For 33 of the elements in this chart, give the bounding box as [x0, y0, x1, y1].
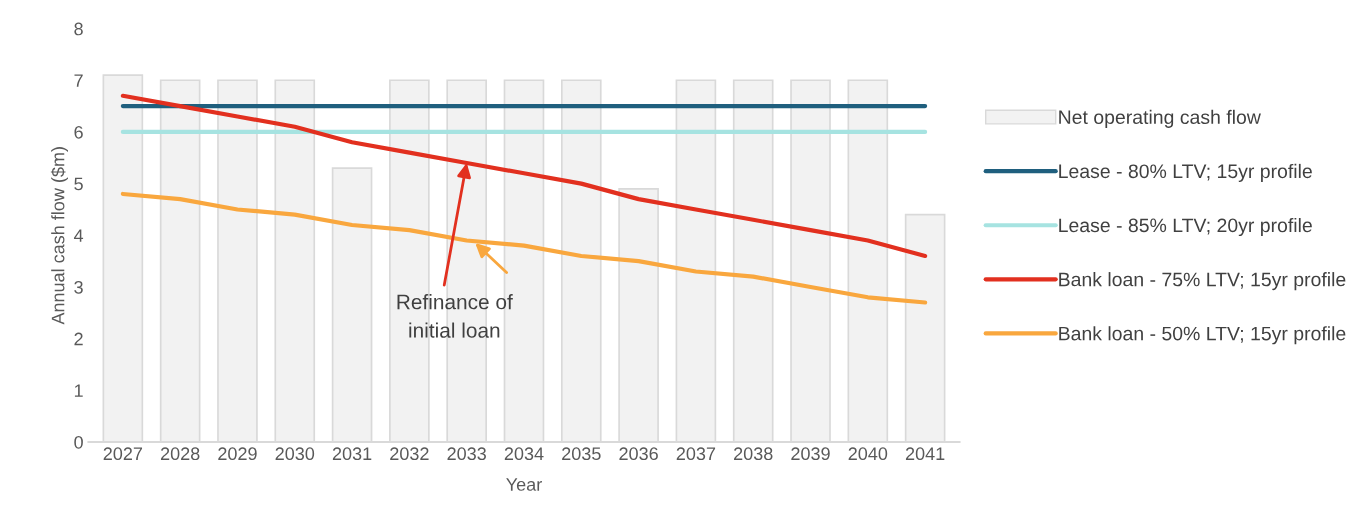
legend-label: Lease - 80% LTV; 15yr profile	[1059, 163, 1312, 182]
y-tick-label: 3	[74, 280, 83, 294]
y-tick-label: 4	[73, 229, 84, 242]
x-tick-label: 2039	[791, 447, 830, 461]
x-tick-label: 2038	[734, 447, 773, 461]
x-tick-label: 2027	[103, 447, 143, 461]
x-tick-label: 2029	[218, 447, 257, 461]
line-series	[120, 93, 928, 259]
x-tick-label: 2031	[332, 447, 372, 461]
y-tick-label: 5	[74, 177, 83, 191]
y-tick-label: 0	[74, 435, 83, 449]
x-tick-label: 2028	[160, 447, 200, 461]
y-axis-title: Annual cash flow ($m)	[50, 147, 68, 325]
x-tick-label: 2040	[848, 447, 888, 461]
x-tick-label: 2034	[504, 447, 544, 461]
y-tick-label: 2	[74, 332, 83, 346]
legend-label: Lease - 85% LTV; 20yr profile	[1059, 217, 1312, 237]
y-tick-label: 8	[74, 22, 83, 36]
y-tick-label: 7	[74, 74, 83, 87]
y-tick-label: 1	[74, 384, 83, 397]
y-tick-label: 6	[74, 125, 83, 139]
x-tick-label: 2035	[562, 447, 601, 461]
legend-label: Bank loan - 50% LTV; 15yr profile	[1059, 326, 1346, 345]
x-tick-label: 2041	[905, 447, 945, 461]
annotation: Refinance of initial loan	[397, 294, 513, 338]
legend-label: Net operating cash flow	[1059, 109, 1261, 128]
x-tick-label: 2030	[275, 447, 315, 461]
x-tick-label: 2036	[619, 447, 658, 461]
x-tick-label: 2032	[390, 447, 429, 461]
x-tick-label: 2033	[447, 447, 486, 461]
x-tick-label: 2037	[676, 447, 716, 461]
legend-label: Bank loan - 75% LTV; 15yr profile	[1059, 272, 1346, 291]
x-axis-title: Year	[506, 478, 542, 491]
